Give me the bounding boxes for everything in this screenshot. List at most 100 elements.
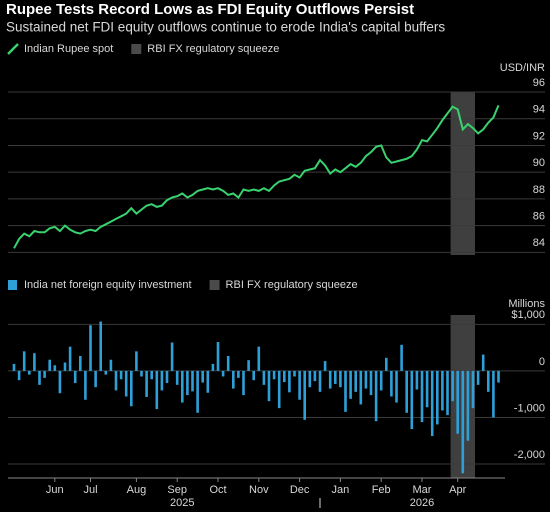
bar: [43, 370, 46, 378]
bar: [385, 357, 388, 371]
x-year-label: 2025: [170, 497, 194, 509]
bar: [28, 370, 31, 375]
bar: [160, 370, 164, 391]
bar: [201, 370, 204, 383]
bar: [68, 346, 72, 371]
bar: [191, 370, 194, 392]
bar: [369, 370, 373, 396]
bar: [145, 370, 148, 397]
bar: [354, 370, 357, 392]
bar: [359, 370, 363, 405]
bar: [58, 370, 62, 394]
bar: [344, 370, 347, 412]
bar: [89, 325, 92, 371]
bar: [303, 370, 306, 420]
bar: [63, 362, 67, 371]
bar: [446, 370, 449, 416]
bar: [456, 370, 459, 434]
bar: [12, 363, 16, 371]
y-axis-label: Millions: [508, 298, 545, 310]
bar: [262, 370, 266, 385]
bar: [124, 370, 128, 397]
y-tick-label: 94: [533, 104, 545, 116]
bar: [175, 370, 179, 385]
x-tick-label: Jul: [83, 484, 97, 496]
legend-icon: [131, 44, 142, 54]
bar: [155, 370, 159, 410]
legend-label: Indian Rupee spot: [24, 43, 113, 55]
chart-title: Rupee Tests Record Lows as FDI Equity Ou…: [6, 1, 414, 18]
bar: [22, 351, 26, 371]
bar: [135, 351, 138, 371]
bar: [277, 370, 281, 409]
bar: [252, 370, 255, 381]
y-axis-label: USD/INR: [500, 62, 545, 74]
bar: [94, 370, 97, 388]
bar: [257, 346, 261, 371]
bar: [114, 370, 118, 391]
bar: [211, 363, 215, 371]
x-tick-label: Jun: [46, 484, 64, 496]
bar: [119, 370, 123, 380]
bar: [232, 370, 235, 389]
y-tick-label: -2,000: [514, 449, 545, 461]
legend-label: India net foreign equity investment: [24, 279, 192, 291]
bar: [53, 365, 57, 371]
bar: [410, 370, 414, 430]
x-year-label: 2026: [410, 497, 434, 509]
x-tick-label: Nov: [249, 484, 269, 496]
bar: [181, 370, 184, 403]
bar: [73, 370, 77, 383]
bar: [298, 370, 301, 400]
y-tick-label: 0: [539, 356, 545, 368]
bar: [84, 370, 87, 400]
x-tick-label: Mar: [413, 484, 432, 496]
line: [13, 105, 500, 249]
bar: [140, 370, 143, 377]
y-tick-label: 88: [533, 184, 545, 196]
bar: [293, 370, 296, 377]
bar: [247, 360, 250, 371]
bar: [425, 370, 429, 408]
bar: [405, 370, 408, 413]
bar: [420, 370, 424, 423]
bar: [430, 370, 434, 437]
bar: [283, 370, 286, 383]
y-tick-label: -1,000: [514, 402, 545, 414]
bar: [390, 370, 393, 397]
bar: [272, 370, 276, 380]
bar: [497, 370, 500, 383]
bar: [79, 355, 82, 371]
bar: [328, 370, 332, 389]
bar: [33, 353, 36, 371]
x-tick-label: Aug: [127, 484, 147, 496]
bar: [237, 370, 240, 378]
bar: [170, 342, 174, 371]
bar: [313, 370, 317, 382]
bar: [487, 370, 490, 392]
y-tick-label: 90: [533, 157, 545, 169]
bar: [318, 370, 322, 392]
legend-icon: [7, 43, 19, 55]
bar: [308, 370, 312, 388]
bar: [379, 370, 383, 391]
y-tick-label: 86: [533, 211, 545, 223]
x-tick-label: Sep: [167, 484, 187, 496]
bar: [415, 370, 419, 390]
bar: [288, 370, 291, 393]
legend-icon: [209, 280, 220, 290]
bar: [476, 370, 480, 385]
bar: [109, 359, 113, 371]
bar: [48, 359, 51, 371]
legend-icon: [8, 280, 17, 290]
bar: [466, 370, 470, 441]
bar: [374, 370, 378, 422]
bar: [471, 370, 475, 409]
legend-label: RBI FX regulatory squeeze: [226, 279, 358, 291]
x-tick-label: Oct: [209, 484, 226, 496]
bar: [206, 370, 210, 393]
x-tick-label: Apr: [449, 484, 466, 496]
legend-label: RBI FX regulatory squeeze: [147, 43, 279, 55]
